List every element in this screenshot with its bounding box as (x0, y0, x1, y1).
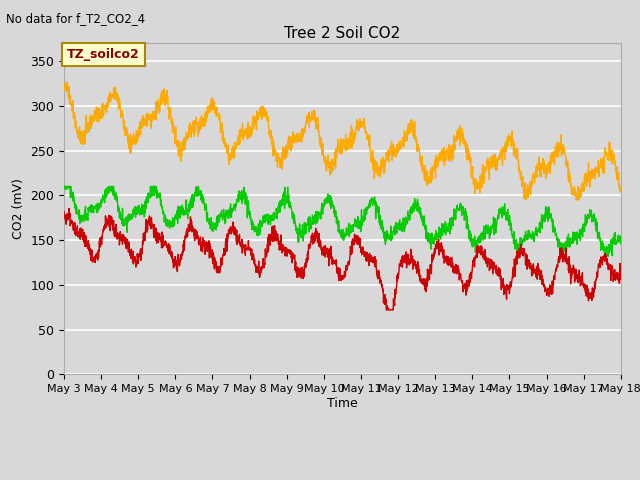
Text: TZ_soilco2: TZ_soilco2 (67, 48, 140, 61)
X-axis label: Time: Time (327, 397, 358, 410)
Y-axis label: CO2 (mV): CO2 (mV) (12, 179, 25, 239)
Title: Tree 2 Soil CO2: Tree 2 Soil CO2 (284, 25, 401, 41)
Text: No data for f_T2_CO2_4: No data for f_T2_CO2_4 (6, 12, 145, 25)
